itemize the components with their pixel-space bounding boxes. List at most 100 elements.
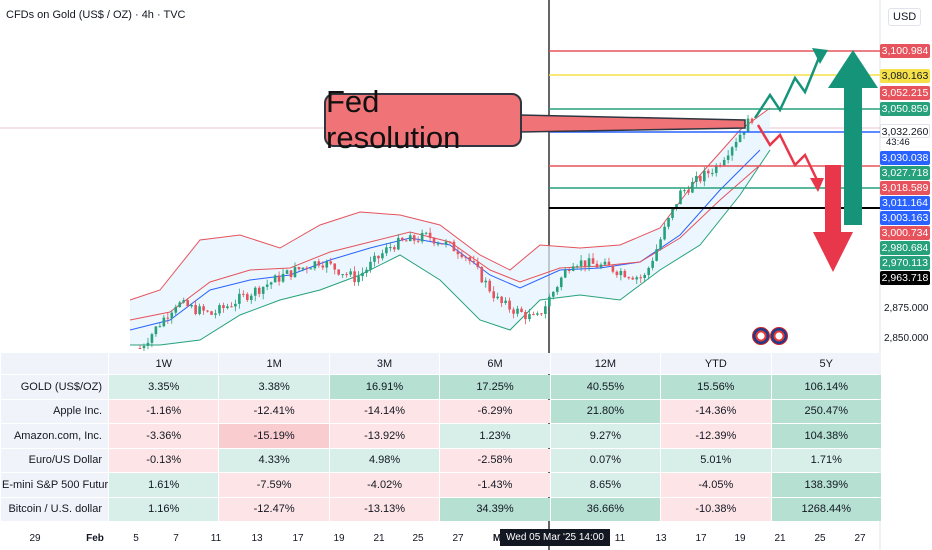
row-symbol-name[interactable]: E-mini S&P 500 Futures xyxy=(1,473,108,497)
candle-body xyxy=(265,284,269,287)
price-tag: 3,100.984 xyxy=(880,44,930,58)
row-symbol-name[interactable]: Apple Inc. xyxy=(1,399,108,423)
chart-title[interactable]: CFDs on Gold (US$ / OZ) · 4h · TVC xyxy=(6,9,186,21)
time-tick: 17 xyxy=(292,533,304,544)
candle-body xyxy=(730,147,734,156)
candle-body xyxy=(742,132,746,135)
candle-body xyxy=(548,296,551,307)
row-symbol-name[interactable]: Amazon.com, Inc. xyxy=(1,424,108,448)
bollinger-lower-band xyxy=(130,149,771,346)
performance-cell: -4.02% xyxy=(329,473,440,497)
time-tick: 25 xyxy=(814,533,826,544)
candle-body xyxy=(393,247,396,250)
performance-row[interactable]: E-mini S&P 500 Futures1.61%-7.59%-4.02%-… xyxy=(1,473,881,497)
price-tag: 3,027.718 xyxy=(880,166,930,180)
candle-body xyxy=(587,258,591,267)
candle-body xyxy=(591,258,595,264)
performance-row[interactable]: Apple Inc. -1.16% -12.41% -14.14% -6.29% 21.8… xyxy=(1,399,881,423)
performance-cell: -13.13% xyxy=(329,497,440,521)
candle-body xyxy=(540,313,543,315)
candle-body xyxy=(341,274,344,276)
performance-row[interactable]: Amazon.com, Inc. -3.36% -15.19% -13.92% 1.23… xyxy=(1,424,881,448)
header-3m: 3M xyxy=(329,353,440,374)
candle-body xyxy=(480,267,484,283)
candle-body xyxy=(619,270,623,276)
candle-body xyxy=(460,254,464,258)
candle-body xyxy=(245,294,249,300)
candle-body xyxy=(138,348,142,349)
currency-selector[interactable]: USD xyxy=(888,8,922,26)
performance-cell: -1.16% xyxy=(109,399,219,423)
performance-cell: -2.58% xyxy=(440,448,550,472)
candle-body xyxy=(194,305,197,315)
candle-body xyxy=(627,277,631,279)
performance-cell: 16.91% xyxy=(329,375,440,399)
row-symbol-name[interactable]: Bitcoin / U.S. dollar xyxy=(1,497,108,521)
candle-body xyxy=(222,305,225,309)
candle-body xyxy=(289,270,293,278)
candle-body xyxy=(524,312,527,320)
price-tag: 2,980.684 xyxy=(880,241,930,255)
candle-body xyxy=(329,261,333,264)
performance-row[interactable]: GOLD (US$/OZ) 3.35% 3.38% 16.91% 17.25% 40.55… xyxy=(1,375,881,399)
time-tick: 17 xyxy=(695,533,707,544)
performance-cell: -6.29% xyxy=(440,399,550,423)
performance-table: 1W 1M 3M 6M 12M YTD 5Y GOLD (US$/OZ) 3.35… xyxy=(0,352,882,522)
bollinger-upper-band xyxy=(129,107,771,301)
price-tag: 3,032.260 xyxy=(880,124,930,138)
fed-resolution-callout: Fed resolution xyxy=(324,84,522,155)
candle-body xyxy=(432,237,436,244)
candle-body xyxy=(555,287,559,292)
price-tag: 3,052.215 xyxy=(880,86,930,100)
row-symbol-name[interactable]: GOLD (US$/OZ) xyxy=(1,375,108,399)
performance-cell: -13.92% xyxy=(329,424,440,448)
performance-cell: -1.43% xyxy=(440,473,550,497)
performance-cell: 104.38% xyxy=(771,424,881,448)
time-tick: 21 xyxy=(774,533,786,544)
candle-body xyxy=(667,217,670,227)
candlestick-series xyxy=(138,114,754,351)
performance-cell: -15.19% xyxy=(219,424,329,448)
candle-body xyxy=(345,274,348,276)
row-symbol-name[interactable]: Euro/US Dollar xyxy=(1,448,108,472)
candle-body xyxy=(202,306,205,311)
header-6m: 6M xyxy=(440,353,550,374)
candle-body xyxy=(420,232,424,242)
candle-body xyxy=(615,271,619,276)
performance-cell: -14.36% xyxy=(661,399,771,423)
performance-row[interactable]: Bitcoin / U.S. dollar 1.16% -12.47% -13.13%… xyxy=(1,497,881,521)
price-tick-2875: 2,875.000 xyxy=(884,303,929,314)
candle-body xyxy=(599,264,603,268)
us-flag-event-icon[interactable] xyxy=(770,327,788,345)
time-axis[interactable]: 29 Feb 5 7 11 13 17 19 21 25 27 M 11 13 17 19 21 25 27 xyxy=(0,527,882,549)
us-flag-event-icon[interactable] xyxy=(752,327,770,345)
candle-body xyxy=(408,235,412,242)
time-tick: 27 xyxy=(452,533,464,544)
performance-cell: 4.33% xyxy=(219,448,329,472)
candle-body xyxy=(456,251,460,255)
price-tag: 2,970.113 xyxy=(880,256,930,270)
candle-body xyxy=(444,241,448,245)
candle-body xyxy=(571,266,575,271)
candle-body xyxy=(325,261,329,268)
candle-body xyxy=(242,293,245,295)
candle-body xyxy=(436,243,440,245)
bearish-projection-arrowhead xyxy=(810,178,824,192)
performance-row[interactable]: Euro/US Dollar -0.13% 4.33% 4.98% -2.58% 0.07… xyxy=(1,448,881,472)
candle-body xyxy=(520,308,523,313)
time-tick: 19 xyxy=(333,533,345,544)
candle-body xyxy=(559,277,563,288)
candle-body xyxy=(162,317,166,327)
performance-cell: -3.36% xyxy=(109,424,219,448)
performance-cell: 34.39% xyxy=(440,497,550,521)
candle-body xyxy=(551,291,555,297)
candle-body xyxy=(635,277,639,280)
candle-body xyxy=(567,270,571,272)
time-tick: 13 xyxy=(251,533,263,544)
candle-body xyxy=(583,260,587,267)
time-tick: 29 xyxy=(29,533,41,544)
candle-body xyxy=(174,306,178,313)
performance-cell: 36.66% xyxy=(550,497,661,521)
candle-body xyxy=(639,277,643,279)
